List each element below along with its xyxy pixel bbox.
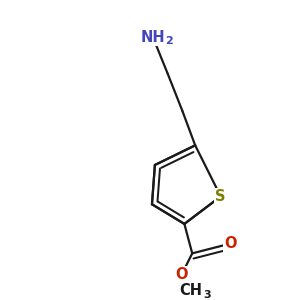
Text: CH: CH [180,283,203,298]
Text: 3: 3 [204,290,211,300]
Text: S: S [215,189,226,204]
Text: O: O [175,268,188,283]
Text: 2: 2 [165,36,173,46]
Text: O: O [224,236,237,251]
Text: NH: NH [141,30,165,45]
